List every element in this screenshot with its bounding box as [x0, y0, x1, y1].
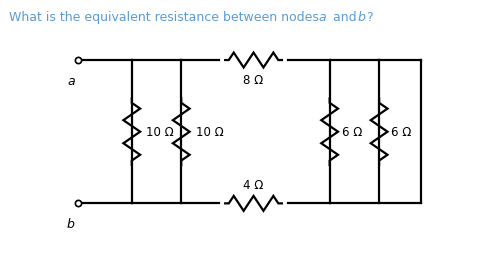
Text: a: a	[67, 74, 75, 87]
Text: 6 Ω: 6 Ω	[342, 126, 362, 139]
Text: 6 Ω: 6 Ω	[391, 126, 411, 139]
Text: 4 Ω: 4 Ω	[244, 178, 264, 191]
Text: and: and	[329, 11, 360, 24]
Text: a: a	[318, 11, 326, 24]
Text: What is the equivalent resistance between nodes: What is the equivalent resistance betwee…	[9, 11, 323, 24]
Text: 10 Ω: 10 Ω	[146, 126, 174, 139]
Text: 10 Ω: 10 Ω	[196, 126, 223, 139]
Text: b: b	[357, 11, 365, 24]
Text: ?: ?	[366, 11, 373, 24]
Text: b: b	[67, 217, 75, 230]
Text: 8 Ω: 8 Ω	[244, 73, 264, 86]
